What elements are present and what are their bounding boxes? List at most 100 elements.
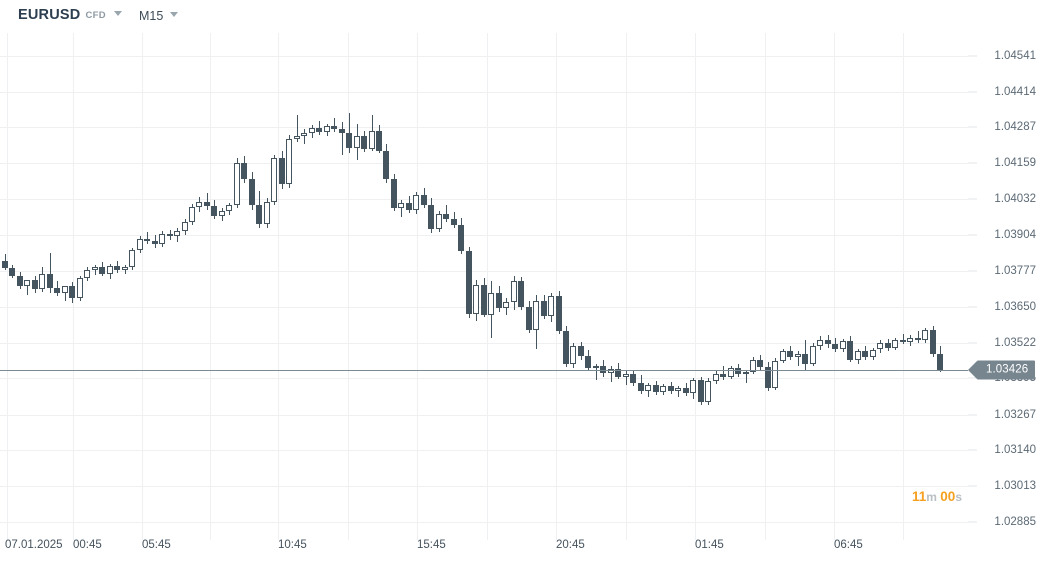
candle-body-bearish — [847, 341, 854, 360]
candle-body-bullish — [368, 130, 375, 149]
current-price-line — [0, 370, 968, 371]
gridline-vertical — [626, 33, 627, 530]
candle-body-bearish — [914, 337, 921, 341]
candle-body-bearish — [697, 379, 704, 402]
candle-body-bearish — [720, 373, 727, 378]
candle-body-bearish — [9, 267, 16, 276]
price-axis-tick — [968, 414, 977, 416]
gridline-horizontal — [0, 378, 968, 379]
chevron-down-icon[interactable] — [113, 11, 122, 16]
candle-wick — [207, 192, 208, 210]
candle-body-bearish — [682, 387, 689, 394]
candle-body-bearish — [203, 202, 210, 206]
countdown-seconds-unit: s — [955, 490, 963, 504]
candle-body-bullish — [660, 386, 667, 392]
gridline-vertical — [142, 33, 143, 530]
candle-body-bullish — [742, 372, 749, 375]
candle-wick — [678, 385, 679, 397]
time-axis-tick — [695, 530, 696, 540]
candle-body-bearish — [480, 284, 487, 315]
candle-wick — [125, 265, 126, 275]
candle-body-bullish — [877, 343, 884, 350]
candle-wick — [401, 199, 402, 218]
time-axis-label: 15:45 — [417, 539, 446, 551]
candle-body-bearish — [443, 213, 450, 219]
candle-body-bearish — [862, 351, 869, 357]
price-axis-label: 1.02885 — [994, 516, 1036, 528]
candle-body-bullish — [705, 381, 712, 402]
chart-header: EURUSD CFD M15 — [0, 0, 1041, 33]
time-axis-tick — [417, 530, 418, 540]
candle-body-bearish — [241, 163, 248, 179]
candle-body-bearish — [346, 132, 353, 148]
timeframe-label: M15 — [139, 9, 164, 23]
current-price-pointer-icon — [968, 360, 977, 379]
time-axis-tick — [903, 530, 904, 540]
candle-body-bearish — [428, 204, 435, 230]
candle-body-bearish — [338, 129, 345, 133]
candle-body-bullish — [503, 301, 510, 309]
candle-body-bullish — [106, 265, 113, 275]
candle-wick — [95, 264, 96, 276]
chevron-down-icon[interactable] — [170, 12, 179, 17]
time-axis-label: 06:45 — [834, 539, 863, 551]
candle-body-bearish — [316, 128, 323, 132]
current-price-badge[interactable]: 1.03426 — [977, 360, 1036, 380]
time-axis-tick — [765, 530, 766, 540]
candle-body-bearish — [331, 126, 338, 130]
price-axis-label: 1.03904 — [994, 229, 1036, 242]
gridline-horizontal — [0, 127, 968, 128]
price-axis-tick — [968, 162, 977, 164]
price-axis[interactable]: 1.04541 1.04414 1.04287 1.04159 1.04032 1.039… — [968, 33, 1041, 530]
gridline-vertical — [556, 33, 557, 530]
candle-wick — [147, 231, 148, 245]
timeframe-selector[interactable]: M15 — [139, 9, 179, 23]
time-axis[interactable]: 07.01.2025 00:45 05:45 10:45 15:45 20:45 01:45… — [0, 530, 1041, 563]
candle-body-bearish — [405, 202, 412, 210]
gridline-horizontal — [0, 56, 968, 57]
candle-wick — [65, 287, 66, 301]
price-axis-tick — [968, 126, 977, 128]
chart-plot-area[interactable] — [0, 33, 968, 530]
gridline-vertical — [73, 33, 74, 530]
candle-wick — [918, 331, 919, 344]
time-axis-tick — [7, 530, 8, 540]
candle-body-bullish — [592, 365, 599, 369]
candle-body-bearish — [278, 157, 285, 185]
candle-body-bearish — [361, 136, 368, 149]
gridline-horizontal — [0, 450, 968, 451]
candle-body-bullish — [922, 329, 929, 341]
candle-body-bearish — [555, 296, 562, 332]
time-axis-tick — [210, 530, 211, 540]
time-axis-label: 00:45 — [73, 539, 102, 551]
candle-body-bullish — [809, 345, 816, 364]
symbol-name: EURUSD — [18, 7, 81, 23]
candle-wick — [334, 118, 335, 133]
time-axis-tick — [487, 530, 488, 540]
candle-body-bullish — [772, 360, 779, 388]
gridline-vertical — [278, 33, 279, 530]
candle-body-bullish — [308, 128, 315, 133]
price-axis-tick — [968, 270, 977, 272]
candle-wick — [611, 365, 612, 383]
price-axis-label: 1.03777 — [994, 264, 1036, 277]
gridline-horizontal — [0, 486, 968, 487]
price-axis-tick — [968, 55, 977, 57]
candle-body-bullish — [548, 296, 555, 316]
candle-body-bullish — [510, 280, 517, 302]
bar-countdown-timer: 11m 00s — [912, 489, 962, 504]
candle-body-bearish — [884, 343, 891, 349]
candle-body-bearish — [256, 204, 263, 224]
price-axis-tick — [968, 485, 977, 487]
candle-body-bearish — [46, 273, 53, 289]
candle-body-bearish — [832, 343, 839, 350]
symbol-selector[interactable]: EURUSD CFD — [18, 7, 122, 23]
gridline-vertical — [487, 33, 488, 530]
candle-body-bullish — [323, 126, 330, 132]
candle-body-bearish — [54, 288, 61, 293]
candle-body-bullish — [645, 384, 652, 392]
candle-body-bullish — [869, 349, 876, 357]
price-axis-label: 1.04287 — [994, 121, 1036, 134]
time-axis-label: 10:45 — [278, 539, 307, 551]
candle-body-bullish — [488, 292, 495, 315]
